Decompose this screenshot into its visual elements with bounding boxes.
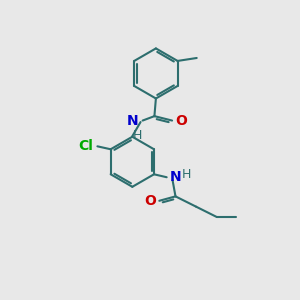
Text: O: O: [144, 194, 156, 208]
Text: H: H: [132, 129, 142, 142]
Text: H: H: [182, 168, 191, 181]
Text: N: N: [127, 114, 138, 128]
Text: Cl: Cl: [78, 139, 93, 153]
Text: O: O: [176, 114, 188, 128]
Text: N: N: [170, 170, 182, 184]
